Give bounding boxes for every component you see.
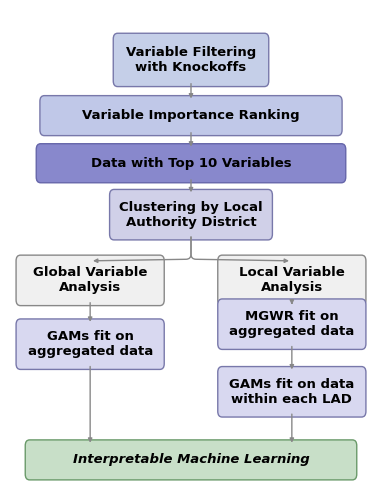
Text: Global Variable
Analysis: Global Variable Analysis bbox=[33, 266, 147, 295]
Text: Local Variable
Analysis: Local Variable Analysis bbox=[239, 266, 345, 295]
FancyBboxPatch shape bbox=[218, 367, 366, 417]
Text: Variable Importance Ranking: Variable Importance Ranking bbox=[82, 109, 300, 122]
FancyBboxPatch shape bbox=[16, 319, 164, 370]
FancyBboxPatch shape bbox=[40, 96, 342, 135]
Text: GAMs fit on
aggregated data: GAMs fit on aggregated data bbox=[28, 330, 153, 358]
FancyBboxPatch shape bbox=[25, 440, 357, 480]
FancyBboxPatch shape bbox=[110, 189, 272, 240]
Text: Variable Filtering
with Knockoffs: Variable Filtering with Knockoffs bbox=[126, 46, 256, 74]
FancyBboxPatch shape bbox=[113, 33, 269, 87]
Text: Data with Top 10 Variables: Data with Top 10 Variables bbox=[91, 157, 291, 170]
FancyBboxPatch shape bbox=[218, 255, 366, 306]
Text: Interpretable Machine Learning: Interpretable Machine Learning bbox=[73, 453, 309, 466]
Text: Clustering by Local
Authority District: Clustering by Local Authority District bbox=[119, 201, 263, 229]
FancyBboxPatch shape bbox=[16, 255, 164, 306]
FancyBboxPatch shape bbox=[36, 144, 346, 183]
Text: GAMs fit on data
within each LAD: GAMs fit on data within each LAD bbox=[229, 378, 354, 406]
FancyBboxPatch shape bbox=[218, 299, 366, 349]
Text: MGWR fit on
aggregated data: MGWR fit on aggregated data bbox=[229, 310, 354, 338]
